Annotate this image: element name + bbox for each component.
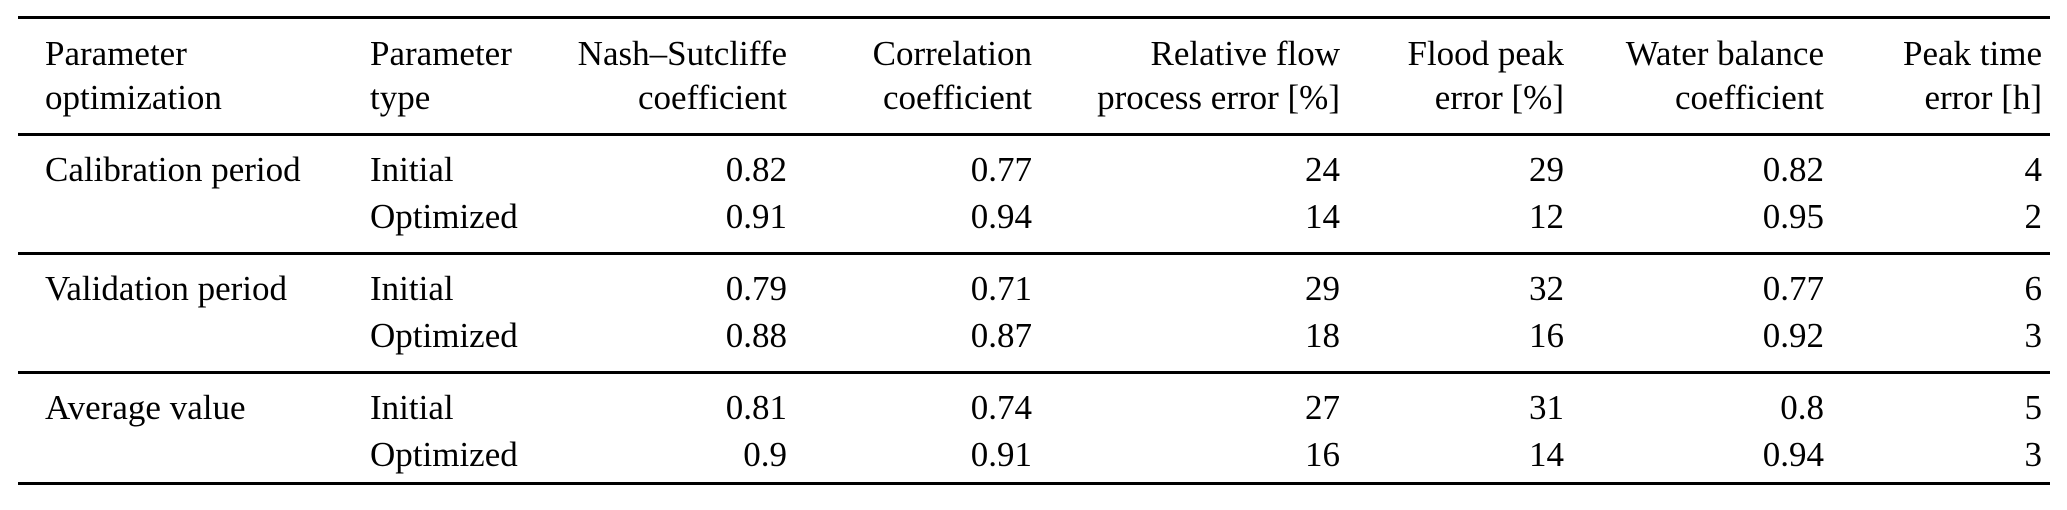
table-cell: 24 bbox=[1305, 150, 1340, 189]
table-cell: 27 bbox=[1305, 388, 1340, 427]
table-cell: 0.91 bbox=[575, 193, 795, 255]
table-row: Validation period Initial 0.79 0.71 29 3… bbox=[18, 254, 2050, 313]
table-cell: 14 bbox=[1348, 431, 1572, 485]
table-cell: 0.88 bbox=[575, 312, 795, 374]
table-row: Average value Initial 0.81 0.74 27 31 0.… bbox=[18, 373, 2050, 432]
header-line-2: error [%] bbox=[1434, 78, 1564, 117]
table-cell: 0.92 bbox=[1572, 312, 1832, 374]
param-type-cell: Optimized bbox=[370, 193, 575, 255]
table-cell: 0.77 bbox=[970, 150, 1032, 189]
param-type-cell: Initial bbox=[370, 150, 454, 189]
col-header-nash-sutcliffe: Nash–Sutcliffe coefficient bbox=[575, 17, 795, 136]
table-cell: 0.77 bbox=[1762, 269, 1824, 308]
table-cell: 4 bbox=[2024, 150, 2043, 189]
table-cell: 29 bbox=[1305, 269, 1340, 308]
header-line-2: error [h] bbox=[1924, 78, 2042, 117]
row-label: Validation period bbox=[45, 269, 288, 308]
table-cell: 14 bbox=[1040, 193, 1348, 255]
header-line-2: type bbox=[370, 78, 431, 117]
col-header-correlation: Correlation coefficient bbox=[795, 17, 1040, 136]
table-cell: 2 bbox=[1832, 193, 2050, 255]
param-type-cell: Initial bbox=[370, 388, 454, 427]
row-label: Average value bbox=[45, 388, 246, 427]
header-line-1: Correlation bbox=[872, 34, 1032, 73]
col-header-parameter-optimization: Parameter optimization bbox=[18, 17, 370, 136]
header-line-1: Water balance bbox=[1625, 34, 1824, 73]
col-header-parameter-type: Parameter type bbox=[370, 17, 575, 136]
header-line-1: Peak time bbox=[1903, 34, 2042, 73]
table-cell: 16 bbox=[1348, 312, 1572, 374]
table-row: Optimized 0.88 0.87 18 16 0.92 3 bbox=[18, 312, 2050, 374]
group-validation-period: Validation period Initial 0.79 0.71 29 3… bbox=[18, 254, 2050, 374]
param-type-cell: Optimized bbox=[370, 431, 575, 485]
header-line-1: Flood peak bbox=[1407, 34, 1564, 73]
table-cell: 32 bbox=[1529, 269, 1564, 308]
table-cell: 0.79 bbox=[725, 269, 787, 308]
table-cell: 0.74 bbox=[970, 388, 1032, 427]
param-type-cell: Optimized bbox=[370, 312, 575, 374]
table-cell: 31 bbox=[1529, 388, 1564, 427]
table-cell: 0.87 bbox=[795, 312, 1040, 374]
row-label-empty bbox=[18, 193, 370, 255]
row-label-empty bbox=[18, 312, 370, 374]
table-cell: 0.91 bbox=[795, 431, 1040, 485]
header-line-2: coefficient bbox=[638, 78, 787, 117]
col-header-peak-time: Peak time error [h] bbox=[1832, 17, 2050, 136]
header-line-2: coefficient bbox=[1675, 78, 1824, 117]
table-row: Optimized 0.9 0.91 16 14 0.94 3 bbox=[18, 431, 2050, 485]
table-cell: 29 bbox=[1529, 150, 1564, 189]
group-average-value: Average value Initial 0.81 0.74 27 31 0.… bbox=[18, 373, 2050, 485]
group-calibration-period: Calibration period Initial 0.82 0.77 24 … bbox=[18, 135, 2050, 255]
table-cell: 18 bbox=[1040, 312, 1348, 374]
table-row: Calibration period Initial 0.82 0.77 24 … bbox=[18, 135, 2050, 194]
table-cell: 3 bbox=[1832, 431, 2050, 485]
table-cell: 0.81 bbox=[725, 388, 787, 427]
table-cell: 6 bbox=[2024, 269, 2043, 308]
header-line-2: optimization bbox=[45, 78, 222, 117]
table-cell: 3 bbox=[1832, 312, 2050, 374]
table-cell: 0.82 bbox=[725, 150, 787, 189]
table-cell: 0.94 bbox=[795, 193, 1040, 255]
table-cell: 0.95 bbox=[1572, 193, 1832, 255]
table-cell: 0.9 bbox=[575, 431, 795, 485]
row-label: Calibration period bbox=[45, 150, 301, 189]
header-line-1: Parameter bbox=[45, 34, 187, 73]
table-cell: 0.71 bbox=[970, 269, 1032, 308]
header-line-1: Parameter bbox=[370, 34, 512, 73]
header-line-2: process error [%] bbox=[1097, 78, 1340, 117]
header-line-1: Nash–Sutcliffe bbox=[577, 34, 787, 73]
results-table-container: Parameter optimization Parameter type Na… bbox=[18, 16, 2050, 485]
param-type-cell: Initial bbox=[370, 269, 454, 308]
table-cell: 0.82 bbox=[1762, 150, 1824, 189]
header-line-1: Relative flow bbox=[1150, 34, 1340, 73]
table-cell: 5 bbox=[2024, 388, 2043, 427]
header-line-2: coefficient bbox=[883, 78, 1032, 117]
col-header-water-balance: Water balance coefficient bbox=[1572, 17, 1832, 136]
model-performance-table: Parameter optimization Parameter type Na… bbox=[18, 16, 2050, 485]
table-cell: 0.8 bbox=[1780, 388, 1824, 427]
col-header-flood-peak: Flood peak error [%] bbox=[1348, 17, 1572, 136]
col-header-relative-flow: Relative flow process error [%] bbox=[1040, 17, 1348, 136]
row-label-empty bbox=[18, 431, 370, 485]
table-cell: 12 bbox=[1348, 193, 1572, 255]
table-cell: 0.94 bbox=[1572, 431, 1832, 485]
header-row: Parameter optimization Parameter type Na… bbox=[18, 17, 2050, 136]
table-header: Parameter optimization Parameter type Na… bbox=[18, 17, 2050, 136]
table-row: Optimized 0.91 0.94 14 12 0.95 2 bbox=[18, 193, 2050, 255]
table-cell: 16 bbox=[1040, 431, 1348, 485]
